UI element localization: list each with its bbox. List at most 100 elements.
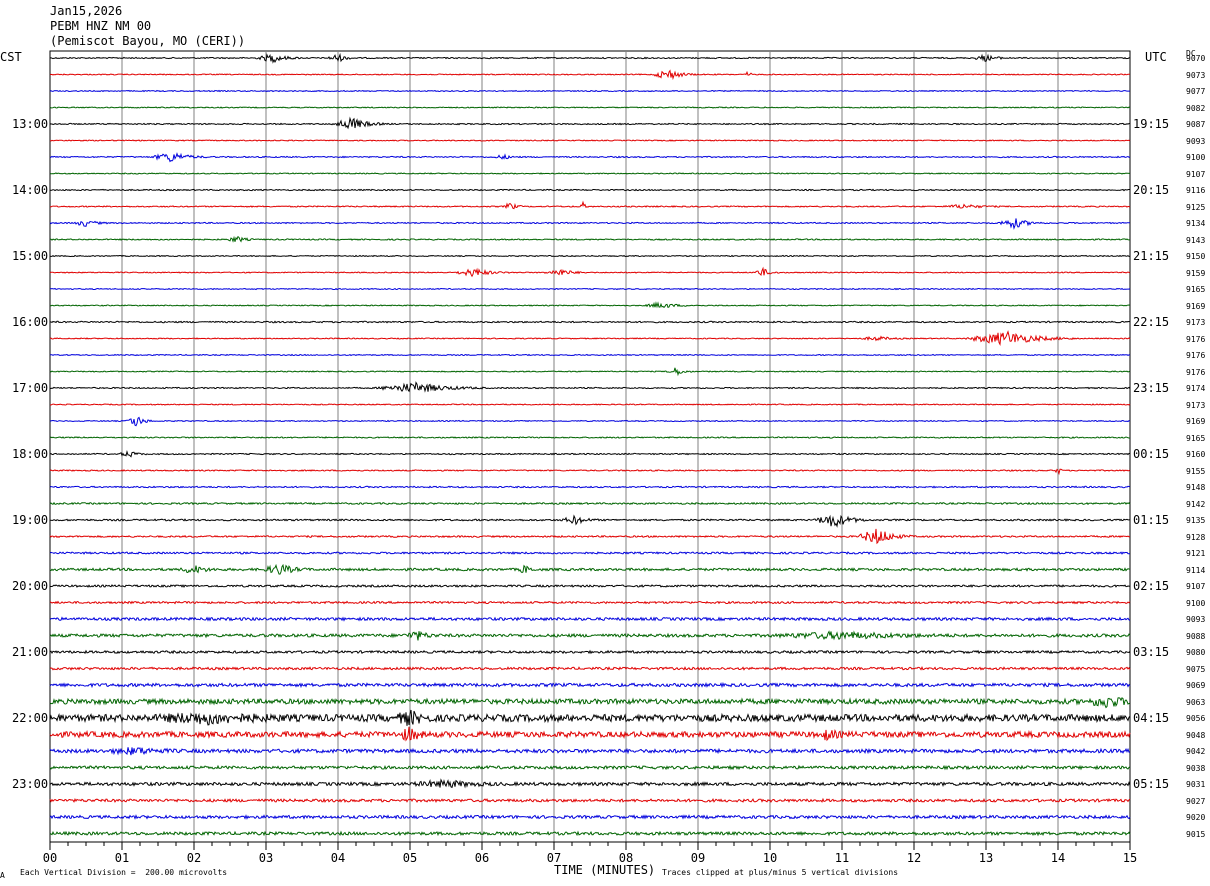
trace-row — [49, 666, 1131, 671]
right-hour-label: 22:15 — [1133, 315, 1170, 329]
dc-offset-label: 9128 — [1186, 532, 1206, 542]
trace-row — [49, 814, 1131, 820]
right-hour-label: 01:15 — [1133, 513, 1170, 527]
dc-offset-label: 9080 — [1186, 648, 1206, 657]
trace-row — [49, 436, 1131, 439]
x-tick-label: 14 — [1051, 851, 1065, 865]
x-axis-title: TIME (MINUTES) — [554, 863, 656, 877]
trace-row — [49, 468, 1131, 476]
dc-offset-label: 9056 — [1186, 714, 1206, 723]
right-hour-label: 04:15 — [1133, 711, 1170, 725]
trace-row — [49, 106, 1131, 109]
left-hour-label: 21:00 — [12, 645, 49, 659]
dc-offset-label: 9165 — [1186, 433, 1206, 443]
dc-offset-label: 9107 — [1186, 582, 1206, 591]
trace-row — [50, 514, 1131, 528]
dc-offset-label: 9148 — [1186, 483, 1206, 492]
dc-offset-label: 9142 — [1186, 499, 1206, 509]
dc-offset-label: 9114 — [1186, 565, 1206, 575]
dc-offset-label: 9020 — [1186, 813, 1206, 822]
right-timezone-label: UTC — [1145, 50, 1167, 64]
trace-row — [49, 616, 1131, 622]
x-tick-label: 04 — [331, 851, 345, 865]
right-hour-label: 02:15 — [1133, 579, 1170, 593]
trace-row — [49, 403, 1131, 406]
trace-row — [49, 778, 1131, 789]
dc-offset-label: 9087 — [1186, 120, 1206, 129]
trace-row — [49, 330, 1131, 346]
scale-note: Each Vertical Division = 200.00 microvol… — [20, 868, 228, 877]
right-hour-label: 21:15 — [1133, 249, 1170, 263]
right-hour-label: 05:15 — [1133, 777, 1170, 791]
x-tick-label: 13 — [979, 851, 993, 865]
dc-offset-label: 9015 — [1186, 829, 1206, 839]
x-tick-label: 03 — [259, 851, 273, 865]
right-hour-label: 19:15 — [1133, 117, 1170, 131]
left-hour-label: 22:00 — [12, 711, 49, 725]
dc-offset-label: 9082 — [1186, 103, 1206, 113]
left-timezone-label: CST — [0, 50, 22, 64]
dc-offset-label: 9100 — [1186, 153, 1206, 162]
trace-row — [49, 89, 1130, 93]
trace-row — [49, 747, 1131, 756]
trace-row — [49, 69, 1131, 81]
dc-offset-label: 9143 — [1186, 235, 1206, 245]
trace-row — [49, 235, 1130, 243]
right-hour-label: 03:15 — [1133, 645, 1170, 659]
trace-row — [49, 116, 1131, 130]
seismic-traces — [49, 52, 1131, 837]
dc-offset-label: 9093 — [1186, 615, 1206, 624]
location-label: (Pemiscot Bayou, MO (CERI)) — [50, 34, 246, 48]
trace-row — [49, 381, 1131, 393]
dc-offset-label: 9135 — [1186, 516, 1206, 525]
x-tick-label: 07 — [547, 851, 561, 865]
dc-offset-label: 9048 — [1186, 730, 1206, 740]
dc-offset-label: 9027 — [1186, 796, 1206, 806]
trace-row — [49, 551, 1130, 555]
dc-offset-label: 9073 — [1186, 70, 1206, 80]
trace-row — [49, 353, 1131, 357]
dc-offset-label: 9169 — [1186, 301, 1206, 311]
dc-offset-label: 9077 — [1186, 87, 1206, 96]
x-tick-label: 10 — [763, 851, 777, 865]
trace-row — [49, 287, 1131, 291]
dc-offset-label: 9176 — [1186, 351, 1206, 360]
right-hour-label: 23:15 — [1133, 381, 1170, 395]
trace-row — [49, 697, 1131, 709]
left-hour-label: 17:00 — [12, 381, 49, 395]
trace-row — [49, 254, 1131, 258]
left-hour-label: 19:00 — [12, 513, 49, 527]
corner-mark: A — [0, 871, 5, 880]
trace-row — [49, 301, 1131, 309]
x-tick-label: 11 — [835, 851, 849, 865]
dc-offset-label: 9088 — [1186, 631, 1206, 641]
dc-offset-label: 9134 — [1186, 219, 1206, 228]
x-tick-label: 00 — [43, 851, 57, 865]
trace-row — [49, 218, 1131, 230]
trace-row — [49, 649, 1131, 655]
left-hour-label: 13:00 — [12, 117, 49, 131]
left-hour-label: 18:00 — [12, 447, 49, 461]
trace-row — [49, 830, 1131, 837]
dc-offset-label: 9069 — [1186, 681, 1206, 690]
trace-row — [49, 367, 1131, 377]
trace-row — [49, 764, 1131, 771]
trace-row — [49, 139, 1131, 142]
left-hour-label: 15:00 — [12, 249, 49, 263]
dc-offset-label: 9176 — [1186, 334, 1206, 344]
dc-offset-label: 9173 — [1186, 318, 1206, 327]
trace-row — [49, 416, 1131, 427]
x-tick-label: 02 — [187, 851, 201, 865]
trace-row — [49, 450, 1131, 458]
dc-offset-label: 9160 — [1186, 450, 1206, 459]
trace-row — [49, 266, 1131, 278]
x-tick-label: 06 — [475, 851, 489, 865]
trace-row — [49, 501, 1131, 506]
trace-row — [49, 709, 1131, 726]
dc-offset-label: 9121 — [1186, 549, 1206, 558]
x-tick-label: 01 — [115, 851, 129, 865]
trace-row — [49, 726, 1131, 742]
dc-offset-label: 9116 — [1186, 186, 1206, 195]
dc-offset-label: 9169 — [1186, 417, 1206, 426]
